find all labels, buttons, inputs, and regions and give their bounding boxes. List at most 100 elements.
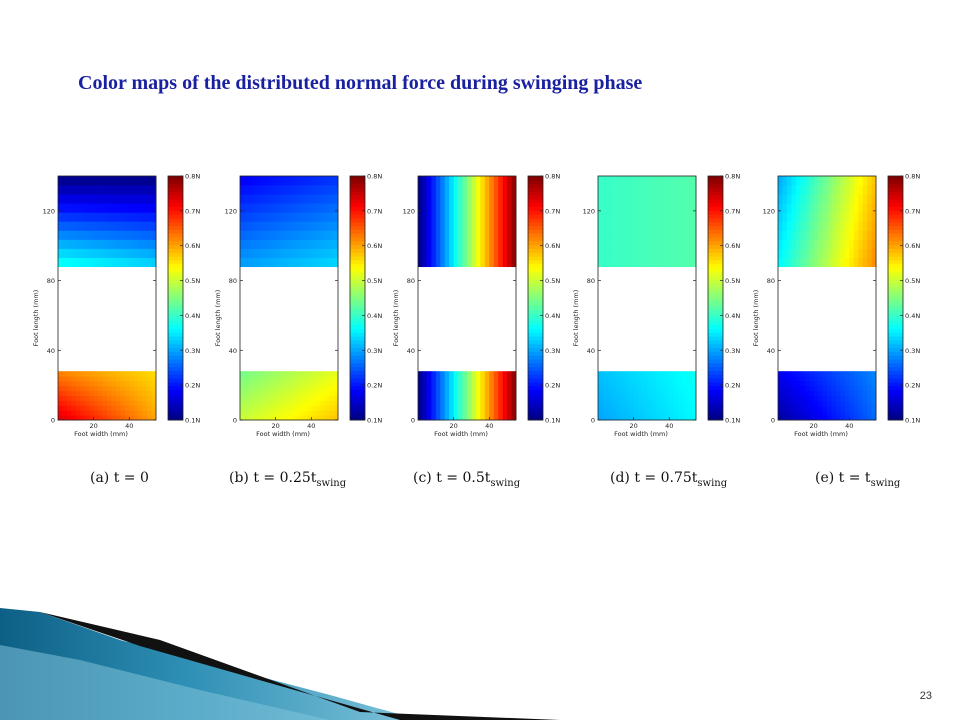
heatmap-cell-rear xyxy=(682,395,688,401)
colorbar-segment xyxy=(168,210,183,215)
heatmap-cell-rear xyxy=(629,405,635,411)
colorbar-segment xyxy=(350,195,365,200)
heatmap-cell-front xyxy=(844,221,850,231)
colorbar-segment xyxy=(888,298,903,303)
colorbar-segment xyxy=(168,278,183,284)
colorbar-segment xyxy=(888,244,903,249)
heatmap-cell-rear xyxy=(835,376,841,382)
heatmap-cell-rear xyxy=(467,390,472,396)
colorbar-segment xyxy=(528,221,543,227)
heatmap-cell-rear xyxy=(444,390,450,396)
heatmap-cell-front xyxy=(791,248,797,258)
colorbar-segment xyxy=(168,179,183,185)
heatmap-cell-rear xyxy=(449,405,455,411)
heatmap-cell-front xyxy=(782,176,788,186)
heatmap-cell-rear xyxy=(315,415,321,421)
heatmap-cell-rear xyxy=(289,385,294,392)
heatmap-cell-front xyxy=(606,239,612,249)
heatmap-cell-front xyxy=(431,194,437,204)
heatmap-cell-rear xyxy=(611,380,617,387)
colorbar-segment xyxy=(350,176,365,181)
colorbar-segment xyxy=(350,267,365,272)
heatmap-cell-front xyxy=(620,194,626,204)
heatmap-cell-rear xyxy=(678,410,684,416)
heatmap-cell-rear xyxy=(426,376,432,382)
colorbar-segment xyxy=(168,271,183,276)
heatmap-cell-rear xyxy=(284,405,290,411)
heatmap-cell-rear xyxy=(778,405,783,411)
heatmap-cell-rear xyxy=(638,415,643,421)
heatmap-cell-rear xyxy=(329,395,334,401)
heatmap-cell-rear xyxy=(840,390,846,396)
heatmap-cell-front xyxy=(786,257,792,268)
heatmap-cell-rear xyxy=(75,400,81,406)
heatmap-cell-front xyxy=(778,221,783,231)
heatmap-cell-rear xyxy=(147,415,152,421)
heatmap-cell-rear xyxy=(669,395,675,401)
heatmap-cell-front xyxy=(853,194,859,204)
colorbar-segment xyxy=(350,210,365,215)
heatmap-cell-rear xyxy=(426,415,432,421)
y-tick-label: 120 xyxy=(225,207,237,215)
heatmap-cell-rear xyxy=(440,400,446,406)
heatmap-cell-rear xyxy=(266,376,272,382)
heatmap-cell-front xyxy=(151,185,157,195)
heatmap-cell-rear xyxy=(858,376,864,382)
heatmap-cell-rear xyxy=(89,405,95,411)
heatmap-cell-front xyxy=(678,257,684,268)
heatmap-cell-front xyxy=(71,257,77,268)
heatmap-cell-rear xyxy=(818,390,823,396)
heatmap-cell-front xyxy=(606,248,612,258)
heatmap-cell-rear xyxy=(511,410,517,416)
heatmap-cell-front xyxy=(651,248,657,258)
y-tick-label: 80 xyxy=(229,277,237,285)
heatmap-cell-front xyxy=(682,194,688,204)
heatmap-cell-front xyxy=(422,239,428,249)
heatmap-cell-rear xyxy=(598,390,603,396)
heatmap-cell-rear xyxy=(315,405,321,411)
heatmap-cell-rear xyxy=(467,371,472,377)
colorbar-segment xyxy=(168,221,183,227)
heatmap-cell-front xyxy=(80,257,86,268)
heatmap-cell-front xyxy=(147,185,152,195)
heatmap-cell-rear xyxy=(862,405,868,411)
heatmap-cell-front xyxy=(431,203,437,213)
colorbar-segment xyxy=(528,404,543,410)
heatmap-cell-rear xyxy=(71,371,77,377)
heatmap-cell-rear xyxy=(507,390,512,396)
heatmap-cell-rear xyxy=(647,415,652,421)
heatmap-cell-front xyxy=(858,185,864,195)
heatmap-cell-rear xyxy=(615,390,621,396)
heatmap-cell-rear xyxy=(271,405,277,411)
colorbar-tick-label: 0.5N xyxy=(185,277,200,285)
heatmap-cell-front xyxy=(678,185,684,195)
colorbar-segment xyxy=(528,210,543,215)
heatmap-cell-rear xyxy=(240,380,245,387)
heatmap-cell-rear xyxy=(71,395,77,401)
heatmap-cell-front xyxy=(289,221,294,231)
heatmap-cell-front xyxy=(266,239,272,249)
heatmap-cell-front xyxy=(289,230,294,240)
heatmap-cell-front xyxy=(297,221,303,231)
heatmap-cell-front xyxy=(129,239,135,249)
heatmap-cell-rear xyxy=(489,400,495,406)
heatmap-cell-front xyxy=(660,257,666,268)
heatmap-cell-front xyxy=(822,221,828,231)
colorbar-segment xyxy=(888,339,903,345)
heatmap-cell-rear xyxy=(809,395,815,401)
heatmap-cell-front xyxy=(329,185,334,195)
colorbar-segment xyxy=(350,271,365,276)
heatmap-cell-rear xyxy=(778,410,783,416)
heatmap-cell-rear xyxy=(633,390,639,396)
colorbar-segment xyxy=(350,385,365,390)
heatmap-cell-front xyxy=(329,221,334,231)
heatmap-cell-rear xyxy=(602,376,608,382)
heatmap-cell-rear xyxy=(431,400,437,406)
heatmap-cell-front xyxy=(678,176,684,186)
heatmap-cell-front xyxy=(62,221,68,231)
colorbar-segment xyxy=(888,374,903,379)
heatmap-cell-rear xyxy=(89,395,95,401)
heatmap-cell-front xyxy=(800,194,806,204)
heatmap-cell-front xyxy=(107,185,112,195)
heatmap-cell-rear xyxy=(66,395,72,401)
